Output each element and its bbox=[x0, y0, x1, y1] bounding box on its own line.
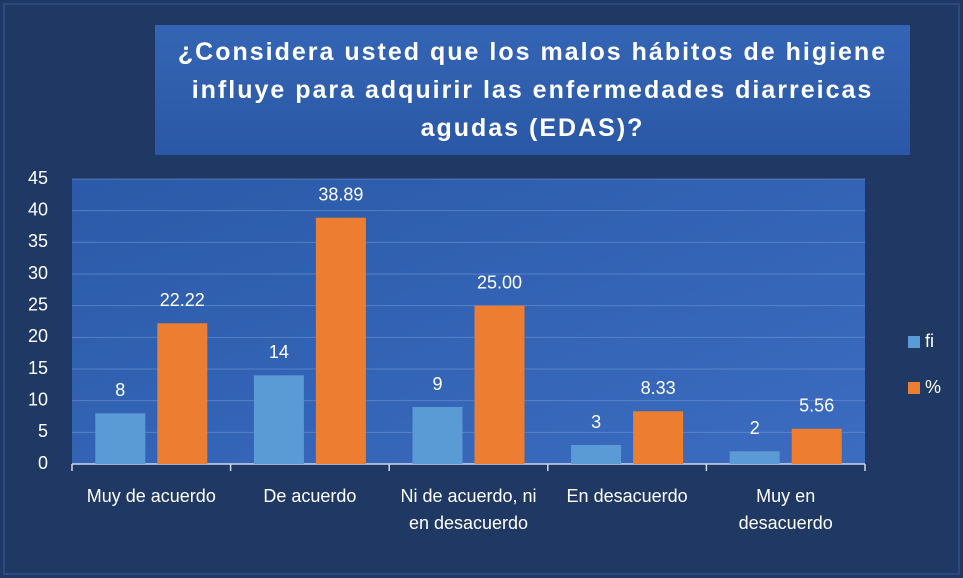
x-tick-label: Muy de acuerdo bbox=[86, 486, 216, 506]
data-label: 2 bbox=[750, 418, 760, 438]
y-tick-label: 25 bbox=[28, 294, 48, 314]
bar bbox=[729, 451, 780, 464]
data-label: 8.33 bbox=[641, 378, 676, 398]
bar bbox=[474, 305, 525, 464]
y-tick-label: 10 bbox=[28, 389, 48, 409]
bar bbox=[412, 407, 463, 464]
legend-label: fi bbox=[925, 331, 934, 351]
data-label: 14 bbox=[269, 342, 289, 362]
data-label: 8 bbox=[115, 380, 125, 400]
x-tick-label: Ni de acuerdo, ni en desacuerdo bbox=[400, 486, 537, 533]
x-tick-label: De acuerdo bbox=[263, 486, 357, 506]
x-tick-label: Muy en desacuerdo bbox=[738, 486, 833, 533]
frame bbox=[3, 3, 960, 575]
y-tick-label: 35 bbox=[28, 231, 48, 251]
bar bbox=[633, 411, 684, 464]
y-tick-label: 5 bbox=[38, 421, 48, 441]
y-tick-label: 45 bbox=[28, 168, 48, 188]
data-label: 25.00 bbox=[477, 272, 522, 292]
data-label: 3 bbox=[591, 412, 601, 432]
bar bbox=[571, 445, 622, 464]
bar bbox=[791, 428, 842, 464]
y-tick-label: 30 bbox=[28, 263, 48, 283]
data-label: 38.89 bbox=[318, 184, 363, 204]
y-tick-label: 40 bbox=[28, 199, 48, 219]
data-label: 22.22 bbox=[160, 290, 205, 310]
y-tick-label: 0 bbox=[38, 453, 48, 473]
chart-title: ¿Considera usted que los malos hábitos d… bbox=[155, 25, 910, 155]
bar bbox=[157, 323, 208, 464]
legend-swatch bbox=[908, 382, 920, 394]
bar bbox=[253, 375, 304, 464]
y-tick-label: 20 bbox=[28, 326, 48, 346]
legend-label: % bbox=[925, 377, 941, 397]
data-label: 5.56 bbox=[799, 396, 834, 416]
bar bbox=[315, 217, 366, 464]
data-label: 9 bbox=[432, 374, 442, 394]
x-tick-label: En desacuerdo bbox=[566, 486, 688, 506]
legend-swatch bbox=[908, 336, 920, 348]
y-tick-label: 15 bbox=[28, 358, 48, 378]
bar bbox=[95, 413, 146, 464]
